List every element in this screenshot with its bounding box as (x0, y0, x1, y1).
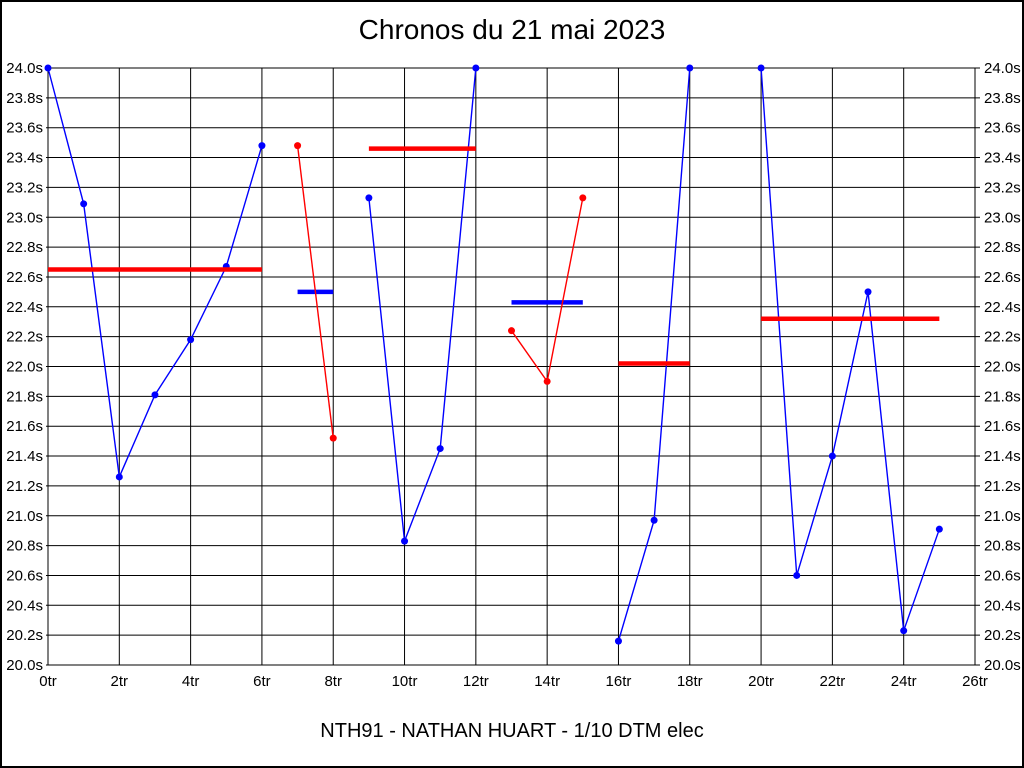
x-tick-label: 6tr (253, 673, 271, 690)
x-tick-label: 16tr (606, 673, 632, 690)
y-tick-label-right: 22.4s (984, 299, 1021, 316)
y-tick-label-right: 22.2s (984, 329, 1021, 346)
y-tick-label-right: 23.8s (984, 90, 1021, 107)
data-point-red-run-2 (543, 377, 551, 385)
y-tick-label-right: 21.2s (984, 478, 1021, 495)
x-tick-label: 20tr (748, 673, 774, 690)
x-tick-label: 18tr (677, 673, 703, 690)
data-point-blue-run-2 (401, 537, 409, 545)
series-line-blue-run-3 (617, 67, 691, 642)
y-tick-label-left: 22.6s (6, 269, 43, 286)
data-point-blue-run-4 (900, 627, 908, 635)
x-tick-label: 4tr (182, 673, 200, 690)
data-point-blue-run-1 (44, 64, 52, 72)
y-tick-label-right: 24.0s (984, 60, 1021, 77)
y-tick-label-left: 20.0s (6, 657, 43, 674)
y-tick-label-left: 23.0s (6, 209, 43, 226)
y-tick-label-left: 21.6s (6, 418, 43, 435)
series-line-blue-run-2 (368, 67, 477, 542)
y-tick-label-right: 22.6s (984, 269, 1021, 286)
x-tick-label: 10tr (392, 673, 418, 690)
x-tick-label: 12tr (463, 673, 489, 690)
y-tick-label-right: 21.4s (984, 448, 1021, 465)
data-point-blue-run-4 (935, 525, 943, 533)
y-tick-label-left: 20.8s (6, 538, 43, 555)
data-point-blue-run-3 (614, 637, 622, 645)
y-tick-label-left: 23.8s (6, 90, 43, 107)
data-point-red-run-1 (329, 434, 337, 442)
data-point-blue-run-1 (187, 336, 195, 344)
y-tick-label-left: 21.0s (6, 508, 43, 525)
chart-title: Chronos du 21 mai 2023 (358, 14, 666, 45)
data-point-blue-run-2 (472, 64, 480, 72)
data-point-blue-run-4 (828, 452, 836, 460)
data-point-blue-run-2 (365, 194, 373, 202)
data-point-blue-run-4 (757, 64, 765, 72)
y-tick-label-left: 20.2s (6, 627, 43, 644)
y-tick-label-right: 23.0s (984, 209, 1021, 226)
y-tick-label-right: 20.0s (984, 657, 1021, 674)
x-tick-label: 26tr (962, 673, 988, 690)
y-tick-label-left: 22.0s (6, 359, 43, 376)
x-tick-label: 2tr (111, 673, 129, 690)
y-tick-label-right: 20.4s (984, 597, 1021, 614)
chart-footer: NTH91 - NATHAN HUART - 1/10 DTM elec (320, 720, 704, 742)
data-point-blue-run-1 (80, 200, 88, 208)
y-tick-label-right: 22.8s (984, 239, 1021, 256)
y-tick-label-right: 23.4s (984, 150, 1021, 167)
y-tick-label-right: 20.8s (984, 538, 1021, 555)
series-line-blue-run-1 (47, 67, 263, 480)
x-tick-label: 8tr (324, 673, 342, 690)
x-tick-label: 0tr (39, 673, 57, 690)
data-point-blue-run-4 (793, 571, 801, 579)
y-tick-label-left: 23.2s (6, 179, 43, 196)
data-point-blue-run-1 (115, 473, 123, 481)
data-point-blue-run-1 (151, 391, 159, 399)
y-tick-label-left: 23.6s (6, 120, 43, 137)
data-point-red-run-2 (508, 327, 515, 335)
y-tick-label-left: 21.8s (6, 388, 43, 405)
series-line-blue-run-4 (760, 67, 941, 631)
y-tick-label-right: 22.0s (984, 359, 1021, 376)
data-point-red-run-1 (294, 142, 302, 150)
data-point-blue-run-2 (436, 445, 444, 453)
y-tick-label-left: 24.0s (6, 60, 43, 77)
y-tick-label-right: 21.8s (984, 388, 1021, 405)
y-tick-label-left: 21.4s (6, 448, 43, 465)
y-tick-label-right: 23.2s (984, 179, 1021, 196)
x-tick-label: 24tr (891, 673, 917, 690)
data-point-blue-run-4 (864, 288, 872, 296)
y-tick-label-right: 20.2s (984, 627, 1021, 644)
x-tick-label: 22tr (819, 673, 845, 690)
y-tick-label-left: 23.4s (6, 150, 43, 167)
y-tick-label-left: 22.8s (6, 239, 43, 256)
y-tick-label-right: 21.6s (984, 418, 1021, 435)
y-tick-label-left: 22.4s (6, 299, 43, 316)
y-tick-label-left: 20.4s (6, 597, 43, 614)
y-tick-label-left: 22.2s (6, 329, 43, 346)
x-tick-label: 14tr (534, 673, 560, 690)
data-point-blue-run-1 (258, 142, 266, 150)
series-line-red-run-1 (296, 145, 334, 439)
data-point-red-run-2 (579, 194, 587, 202)
data-point-blue-run-3 (650, 516, 658, 524)
y-tick-label-left: 20.6s (6, 567, 43, 584)
y-tick-label-right: 20.6s (984, 567, 1021, 584)
y-tick-label-right: 21.0s (984, 508, 1021, 525)
y-tick-label-left: 21.2s (6, 478, 43, 495)
data-point-blue-run-3 (686, 64, 694, 72)
y-tick-label-right: 23.6s (984, 120, 1021, 137)
